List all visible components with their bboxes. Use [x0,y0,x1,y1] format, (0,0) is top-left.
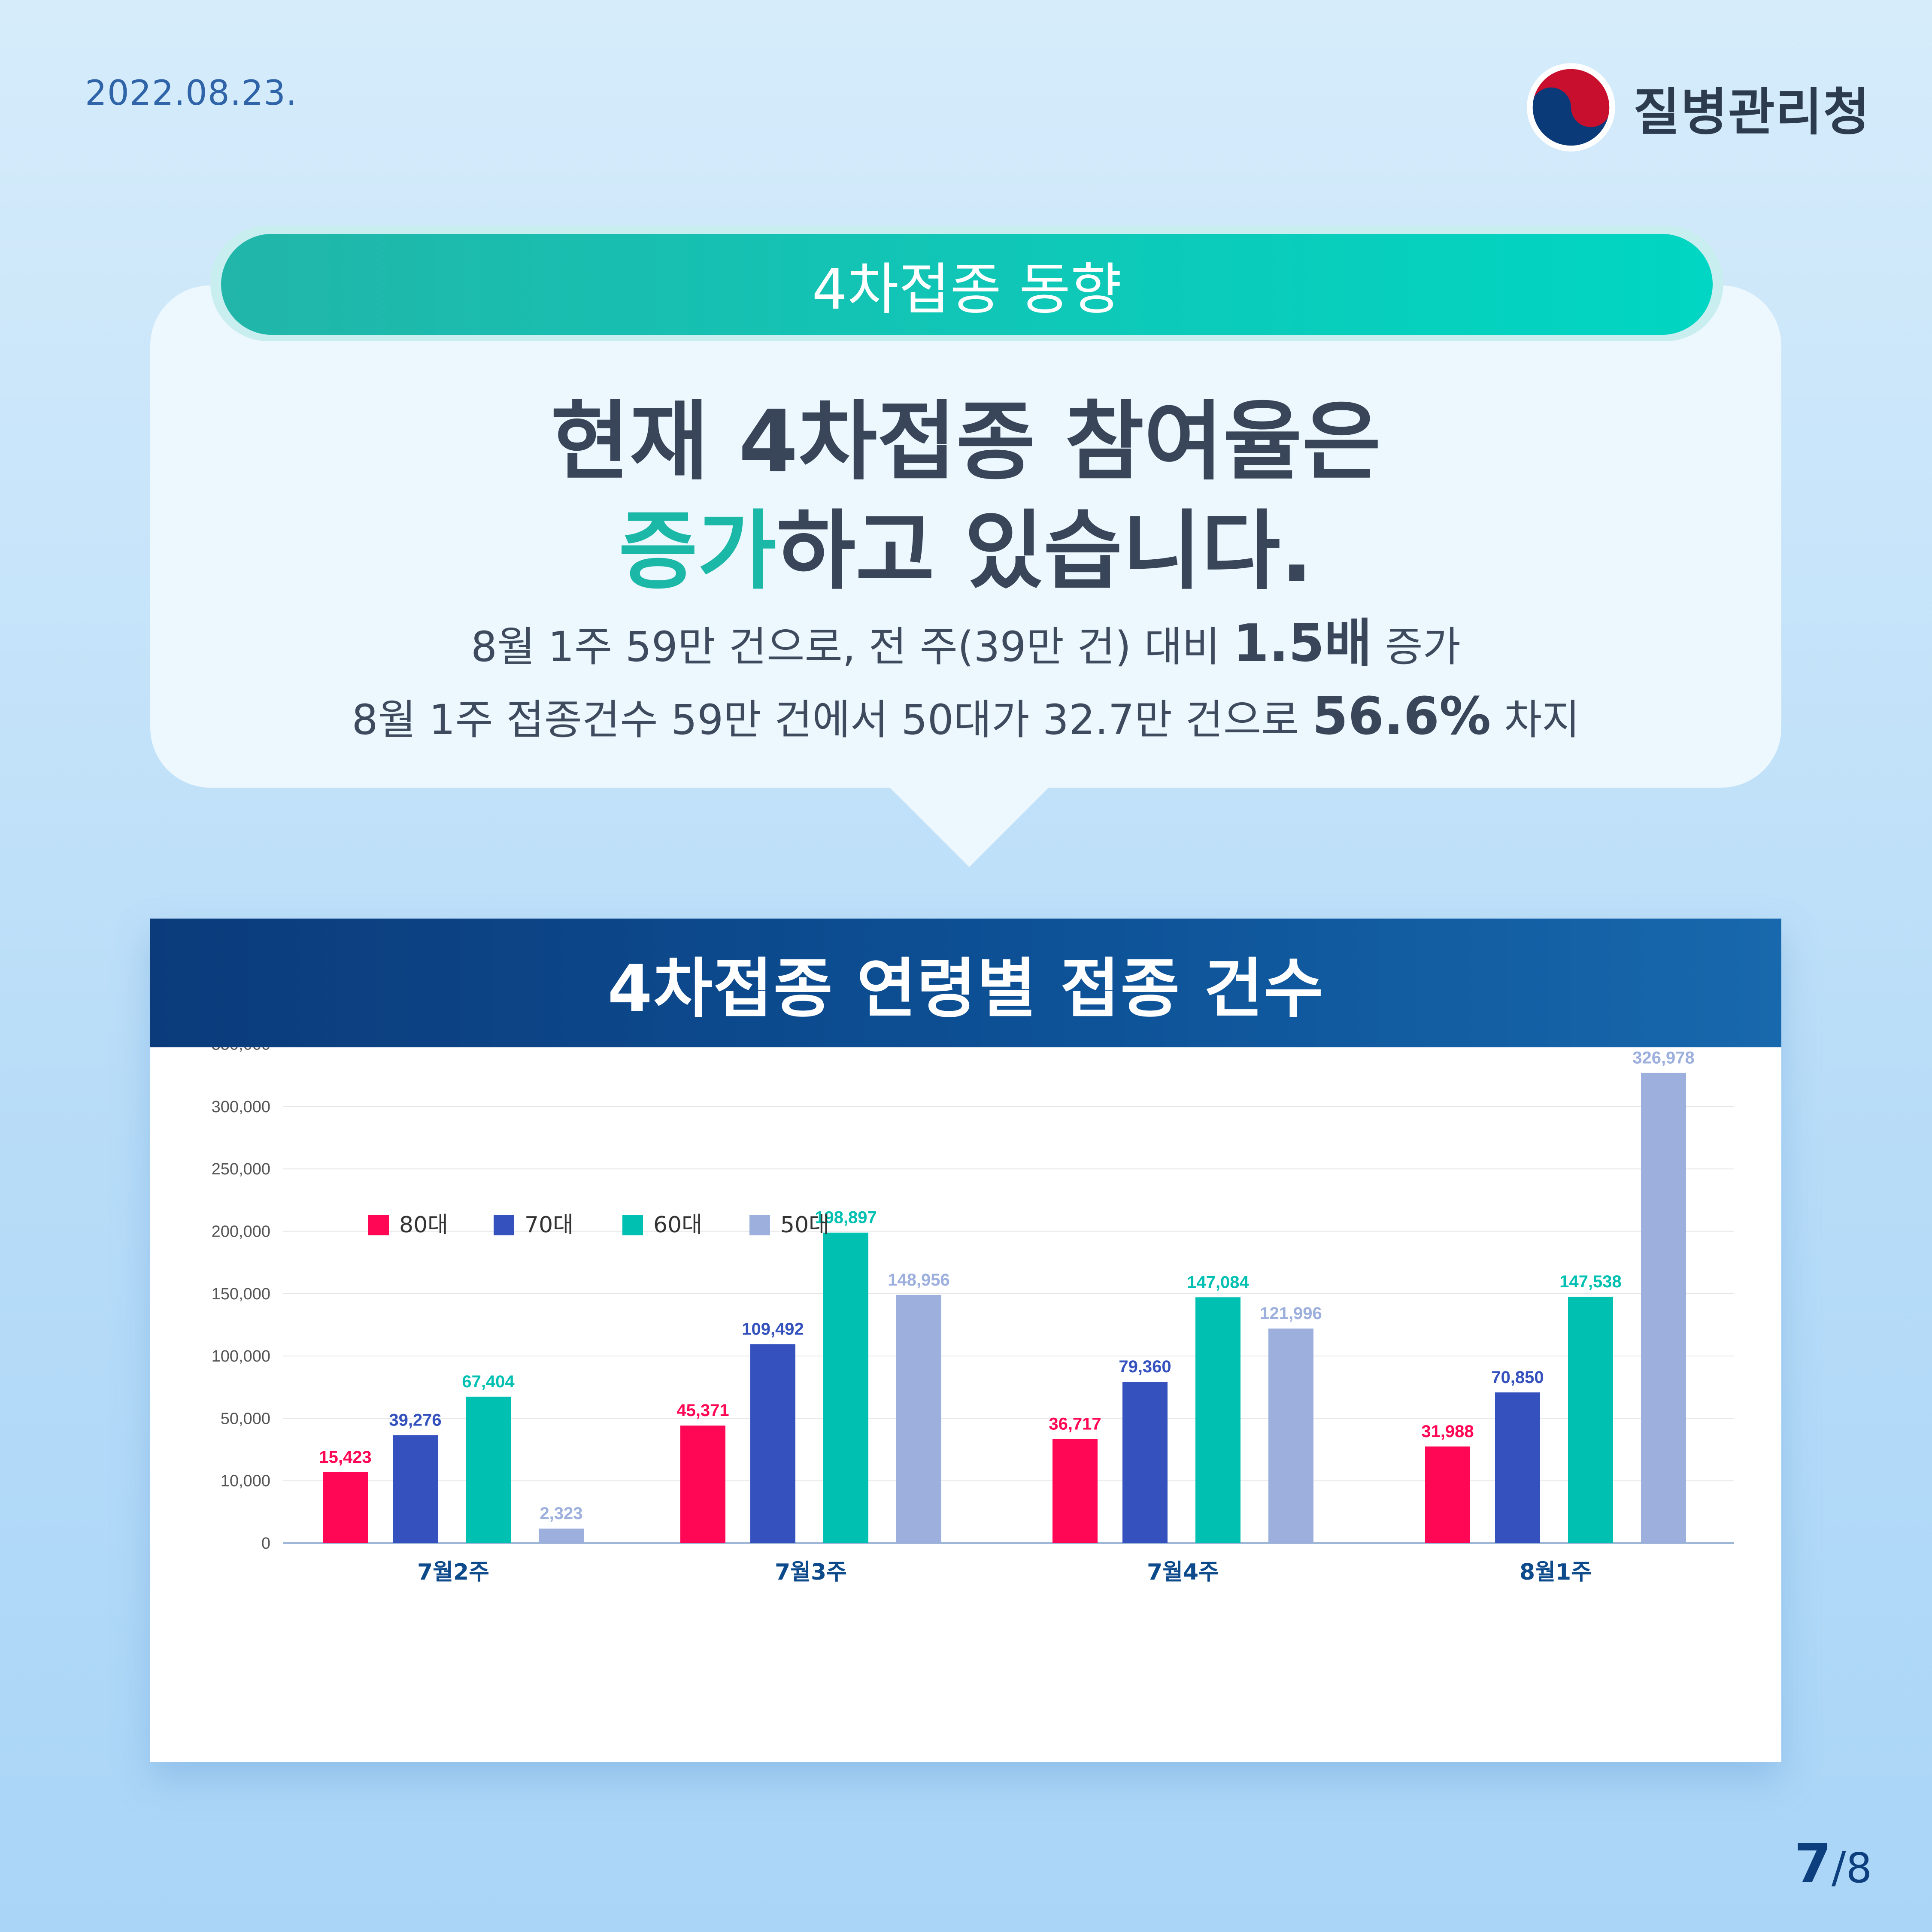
legend-swatch-70 [494,1215,514,1235]
brand-name: 질병관리청 [1633,82,1871,142]
headline-line2: 증가하고 있습니다. [150,509,1781,594]
chart-header: 4차접종 연령별 접종 건수 [150,919,1781,1047]
data-label: 147,084 [1187,1273,1249,1292]
legend-label-60: 60대 [653,1212,702,1238]
y-tick-label: 0 [261,1535,270,1553]
y-tick-label: 10,000 [221,1472,270,1490]
legend-swatch-50 [749,1215,770,1235]
bar-70-1 [393,1435,438,1543]
data-label: 45,371 [676,1401,729,1420]
bar-60-4 [1568,1296,1613,1543]
legend-swatch-60 [622,1215,643,1235]
brand-logo: 질병관리청 [1526,62,1871,152]
summary-bubble [150,285,1781,788]
page-separator: / [1831,1842,1846,1893]
bar-80-2 [680,1425,725,1543]
summary-line2-highlight: 56.6% [1312,687,1491,746]
bar-70-2 [750,1344,795,1543]
summary-text: 8월 1주 59만 건으로, 전 주(39만 건) 대비 1.5배 증가 8월 … [150,618,1781,743]
data-label: 31,988 [1421,1422,1474,1441]
data-label: 121,996 [1260,1304,1322,1323]
legend-label-70: 70대 [525,1212,573,1238]
taegeuk-emblem-icon [1527,63,1615,152]
x-tick-label: 7월4주 [1147,1559,1219,1585]
x-tick-label: 7월3주 [775,1559,847,1585]
date-label: 2022.08.23. [85,73,297,113]
bar-80-4 [1425,1446,1470,1543]
y-tick-label: 200,000 [212,1223,270,1241]
summary-line1-highlight: 1.5배 [1233,614,1372,673]
x-tick-label: 7월2주 [417,1559,489,1585]
data-label: 36,717 [1049,1415,1101,1434]
summary-line2: 8월 1주 접종건수 59만 건에서 50대가 32.7만 건으로 56.6% … [150,691,1781,743]
data-label: 2,323 [540,1504,582,1523]
data-label: 198,897 [815,1208,877,1227]
bar-80-1 [323,1472,368,1543]
page-current: 7 [1794,1833,1832,1895]
bar-50-4 [1641,1073,1686,1543]
legend-label-80: 80대 [399,1212,448,1238]
data-label: 148,956 [888,1271,950,1289]
bar-chart: 0 10,000 50,000 100,000 150,000 200,000 250,00… [212,1047,1734,1585]
data-label: 326,978 [1632,1049,1695,1068]
bar-80-3 [1052,1439,1098,1543]
legend-swatch-80 [368,1215,389,1235]
bar-60-3 [1195,1297,1240,1543]
page-total: 8 [1846,1845,1872,1892]
summary-line1-pre: 8월 1주 59만 건으로, 전 주(39만 건) 대비 [471,623,1233,671]
section-pill: 4차접종 동향 [221,234,1713,335]
y-tick-label: 350,000 [212,1047,270,1054]
data-label: 147,538 [1559,1272,1622,1291]
y-tick-label: 300,000 [212,1098,270,1116]
data-label: 39,276 [389,1410,441,1429]
chart-card: 4차접종 연령별 접종 건수 0 10,000 50,000 100,000 150,0… [150,919,1781,1762]
data-label: 70,850 [1491,1368,1544,1387]
y-tick-label: 150,000 [212,1285,270,1303]
headline-line2-rest: 하고 있습니다. [776,501,1313,601]
bar-60-1 [466,1396,511,1543]
headline: 현재 4차접종 참여율은 증가하고 있습니다. [150,399,1781,594]
data-label: 67,404 [462,1372,515,1391]
y-tick-label: 250,000 [212,1160,270,1178]
summary-line1: 8월 1주 59만 건으로, 전 주(39만 건) 대비 1.5배 증가 [150,618,1781,670]
data-label: 79,360 [1119,1357,1171,1376]
bar-50-1 [539,1529,584,1543]
x-tick-label: 8월1주 [1520,1559,1592,1585]
headline-line1: 현재 4차접종 참여율은 [550,392,1381,492]
bar-70-3 [1122,1382,1168,1543]
legend-label-50: 50대 [780,1212,829,1238]
section-pill-label: 4차접종 동향 [812,256,1122,322]
bar-50-3 [1268,1328,1313,1543]
bubble-tail [888,786,1051,867]
data-label: 109,492 [742,1320,804,1339]
summary-line2-post: 차지 [1491,696,1580,744]
data-label: 15,423 [319,1448,371,1467]
bar-60-2 [823,1232,868,1543]
y-tick-label: 100,000 [212,1347,270,1365]
page-indicator: 7/8 [1794,1833,1872,1895]
y-tick-label: 50,000 [221,1410,270,1428]
bar-70-4 [1495,1392,1540,1543]
chart-title: 4차접종 연령별 접종 건수 [607,951,1324,1026]
summary-line2-pre: 8월 1주 접종건수 59만 건에서 50대가 32.7만 건으로 [352,696,1312,744]
summary-line1-post: 증가 [1371,623,1461,671]
headline-accent: 증가 [619,501,777,601]
bar-50-2 [896,1295,941,1543]
